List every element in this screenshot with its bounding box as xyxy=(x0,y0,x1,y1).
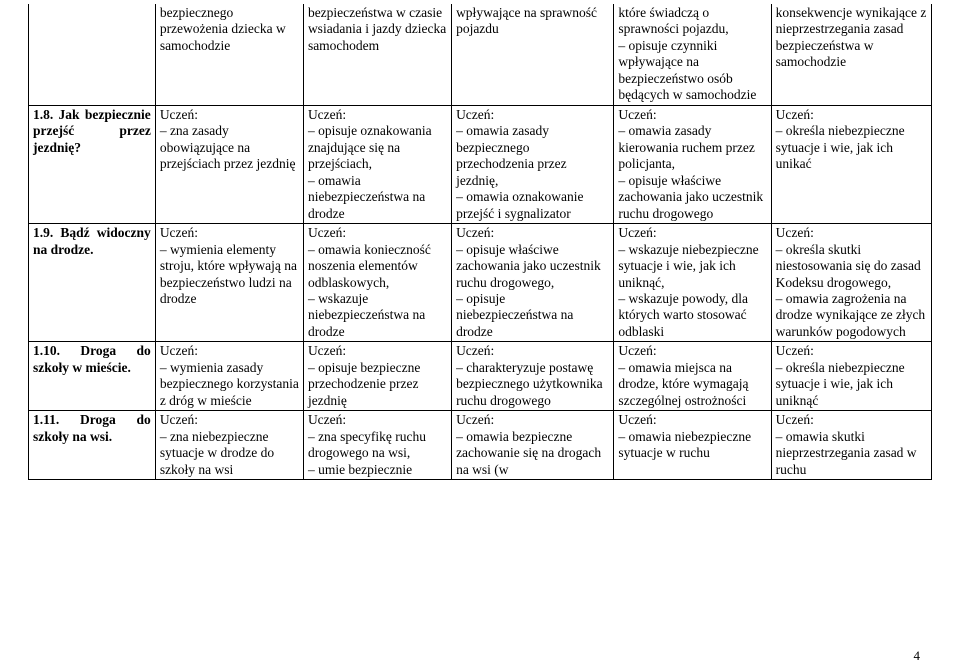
content-cell: Uczeń:– opisuje oznakowania znajdujące s… xyxy=(303,105,451,223)
content-cell: bezpiecznego przewożenia dziecka w samoc… xyxy=(155,4,303,105)
row-title-cell: 1.9. Bądź widoczny na drodze. xyxy=(29,224,156,342)
content-cell: Uczeń:– zna niebezpieczne sytuacje w dro… xyxy=(155,411,303,480)
table-row: 1.8. Jak bezpiecznie przejść przez jezdn… xyxy=(29,105,932,223)
content-cell: Uczeń:– charakteryzuje postawę bezpieczn… xyxy=(452,342,614,411)
content-cell: Uczeń:– zna zasady obowiązujące na przej… xyxy=(155,105,303,223)
content-cell: Uczeń:– zna specyfikę ruchu drogowego na… xyxy=(303,411,451,480)
content-cell: Uczeń:– opisuje właściwe zachowania jako… xyxy=(452,224,614,342)
content-cell: Uczeń:– omawia zasady bezpiecznego przec… xyxy=(452,105,614,223)
content-cell: Uczeń:– omawia bezpieczne zachowanie się… xyxy=(452,411,614,480)
table-row: bezpiecznego przewożenia dziecka w samoc… xyxy=(29,4,932,105)
content-cell: które świadczą o sprawności pojazdu,– op… xyxy=(614,4,771,105)
row-title-cell: 1.10. Droga do szkoły w mieście. xyxy=(29,342,156,411)
content-cell: Uczeń:– omawia niebezpieczne sytuacje w … xyxy=(614,411,771,480)
content-cell: wpływające na sprawność pojazdu xyxy=(452,4,614,105)
content-cell: Uczeń:– wskazuje niebezpieczne sytuacje … xyxy=(614,224,771,342)
row-title-cell: 1.8. Jak bezpiecznie przejść przez jezdn… xyxy=(29,105,156,223)
row-title-cell: 1.11. Droga do szkoły na wsi. xyxy=(29,411,156,480)
content-cell: Uczeń:– wymienia elementy stroju, które … xyxy=(155,224,303,342)
content-cell: Uczeń:– opisuje bezpieczne przechodzenie… xyxy=(303,342,451,411)
content-cell: Uczeń:– omawia skutki nieprzestrzegania … xyxy=(771,411,931,480)
content-cell: Uczeń:– określa skutki niestosowania się… xyxy=(771,224,931,342)
content-cell: Uczeń:– omawia konieczność noszenia elem… xyxy=(303,224,451,342)
table-row: 1.9. Bądź widoczny na drodze.Uczeń:– wym… xyxy=(29,224,932,342)
content-cell: Uczeń:– wymienia zasady bezpiecznego kor… xyxy=(155,342,303,411)
content-cell: Uczeń:– omawia zasady kierowania ruchem … xyxy=(614,105,771,223)
content-cell: bezpieczeństwa w czasie wsiadania i jazd… xyxy=(303,4,451,105)
row-title-cell xyxy=(29,4,156,105)
table-row: 1.10. Droga do szkoły w mieście.Uczeń:– … xyxy=(29,342,932,411)
curriculum-table: bezpiecznego przewożenia dziecka w samoc… xyxy=(28,4,932,480)
content-cell: Uczeń:– określa niebezpieczne sytuacje i… xyxy=(771,342,931,411)
page-number: 4 xyxy=(914,648,921,664)
content-cell: konsekwencje wynikające z nieprzestrzega… xyxy=(771,4,931,105)
table-row: 1.11. Droga do szkoły na wsi.Uczeń:– zna… xyxy=(29,411,932,480)
content-cell: Uczeń:– omawia miejsca na drodze, które … xyxy=(614,342,771,411)
content-cell: Uczeń:– określa niebezpieczne sytuacje i… xyxy=(771,105,931,223)
